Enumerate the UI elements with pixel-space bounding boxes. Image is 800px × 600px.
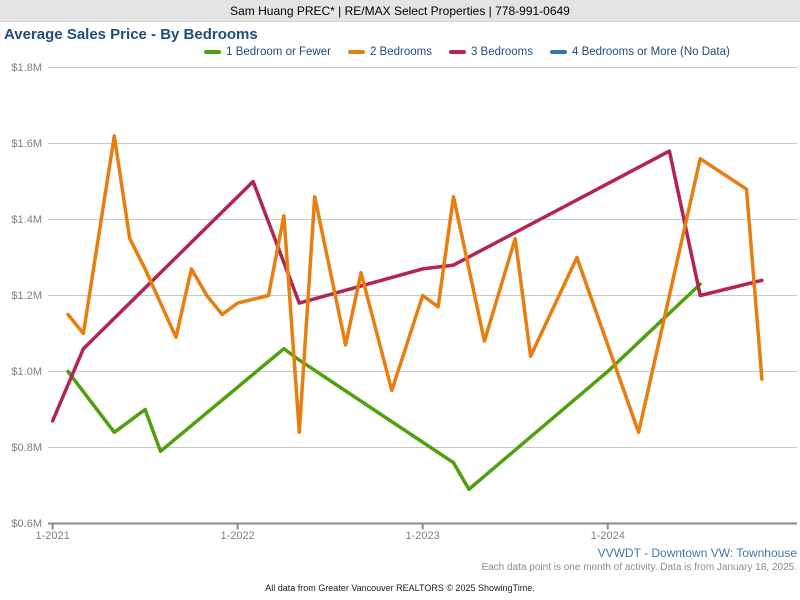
y-axis-label: $0.6M <box>11 517 42 530</box>
market-area-link[interactable]: VVWDT - Downtown VW: Townhouse <box>597 546 797 560</box>
x-axis-label: 1-2023 <box>405 530 440 542</box>
legend-label: 2 Bedrooms <box>369 46 432 58</box>
legend-item: 3 Bedrooms <box>448 46 533 58</box>
legend-item: 1 Bedroom or Fewer <box>204 46 331 58</box>
header-text: Sam Huang PREC* | RE/MAX Select Properti… <box>230 3 570 18</box>
legend-swatch-icon <box>347 50 365 54</box>
legend-swatch-icon <box>204 50 222 54</box>
y-axis-label: $1.2M <box>11 289 42 302</box>
attribution-text: All data from Greater Vancouver REALTORS… <box>265 583 535 593</box>
x-axis-label: 1-2022 <box>220 530 255 542</box>
y-axis-label: $1.4M <box>11 213 42 226</box>
legend-item: 4 Bedrooms or More (No Data) <box>549 46 730 58</box>
series-line-1-bedroom-or-fewer <box>66 282 702 492</box>
header-bar: Sam Huang PREC* | RE/MAX Select Properti… <box>0 0 800 22</box>
legend-swatch-icon <box>448 50 466 54</box>
series-line-3-bedrooms <box>50 149 764 423</box>
legend: 1 Bedroom or Fewer 2 Bedrooms 3 Bedrooms 4 … <box>134 46 800 58</box>
legend-label: 3 Bedrooms <box>470 46 533 58</box>
legend-label: 4 Bedrooms or More (No Data) <box>571 46 730 58</box>
x-axis-labels: 1-2021 1-2022 1-2023 1-2024 <box>0 530 800 544</box>
legend-label: 1 Bedroom or Fewer <box>226 46 331 58</box>
y-axis-label: $1.0M <box>11 365 42 378</box>
x-axis-label: 1-2021 <box>35 530 70 542</box>
legend-swatch-icon <box>549 50 567 54</box>
legend-item: 2 Bedrooms <box>347 46 432 58</box>
y-axis-label: $1.6M <box>11 137 42 150</box>
series-line-2-bedrooms <box>66 134 764 435</box>
y-axis-label: $1.8M <box>11 61 42 74</box>
page-title: Average Sales Price - By Bedrooms <box>4 26 258 43</box>
data-note: Each data point is one month of activity… <box>481 562 797 573</box>
x-axis-label: 1-2024 <box>590 530 625 542</box>
y-axis-labels: $1.8M $1.6M $1.4M $1.2M $1.0M $0.8M $0.6M <box>0 0 46 600</box>
y-axis-label: $0.8M <box>11 441 42 454</box>
